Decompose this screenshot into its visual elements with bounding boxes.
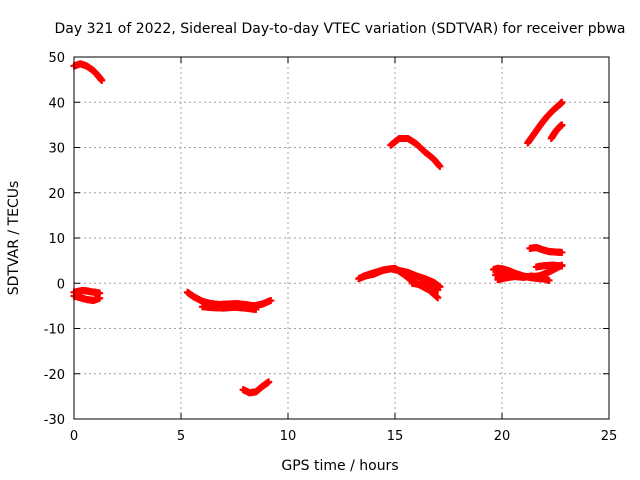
data-point <box>558 248 566 256</box>
series-arc-9 <box>359 264 442 302</box>
series-arc-12 <box>547 121 566 142</box>
data-point <box>545 277 553 285</box>
x-tick-label: 10 <box>280 429 297 444</box>
y-tick-label: -20 <box>44 368 65 383</box>
chart-title: Day 321 of 2022, Sidereal Day-to-day VTE… <box>54 21 625 37</box>
data-point <box>96 294 104 302</box>
y-tick-label: 20 <box>48 187 65 202</box>
data-point <box>265 378 273 386</box>
grid-lines <box>74 57 609 419</box>
y-tick-label: 50 <box>48 51 65 66</box>
data-point <box>252 305 260 313</box>
series-arc-3 <box>70 292 104 304</box>
data-point <box>558 121 566 129</box>
data-point <box>267 296 275 304</box>
y-tick-label: 30 <box>48 142 65 157</box>
y-tick-label: 0 <box>57 277 65 292</box>
series-arc-11 <box>524 98 566 147</box>
y-tick-label: 10 <box>48 232 65 247</box>
data-point <box>436 163 444 171</box>
axis-ticks: 0 5 10 15 20 25 -30 -20 -10 0 10 20 30 40 50 <box>44 51 618 444</box>
x-tick-label: 0 <box>70 429 78 444</box>
series-arc-16 <box>494 272 553 285</box>
series-arc-17 <box>532 261 566 271</box>
data-series <box>70 60 566 397</box>
series-arc-7 <box>387 134 444 171</box>
x-tick-label: 20 <box>494 429 511 444</box>
series-arc-5 <box>198 303 260 313</box>
series-arc-13 <box>526 244 566 256</box>
y-axis-label: SDTVAR / TECUs <box>6 181 22 296</box>
x-tick-label: 15 <box>387 429 404 444</box>
data-point <box>434 286 442 294</box>
x-tick-label: 5 <box>177 429 185 444</box>
data-point <box>434 294 442 302</box>
data-point <box>98 77 106 85</box>
y-tick-label: -30 <box>44 413 65 428</box>
x-axis-label: GPS time / hours <box>281 458 398 474</box>
data-point <box>558 98 566 106</box>
series-arc-10 <box>408 279 442 294</box>
x-tick-label: 25 <box>601 429 618 444</box>
data-point <box>558 262 566 270</box>
y-tick-label: -10 <box>44 323 65 338</box>
series-arc-6 <box>239 378 273 397</box>
y-tick-label: 40 <box>48 96 65 111</box>
